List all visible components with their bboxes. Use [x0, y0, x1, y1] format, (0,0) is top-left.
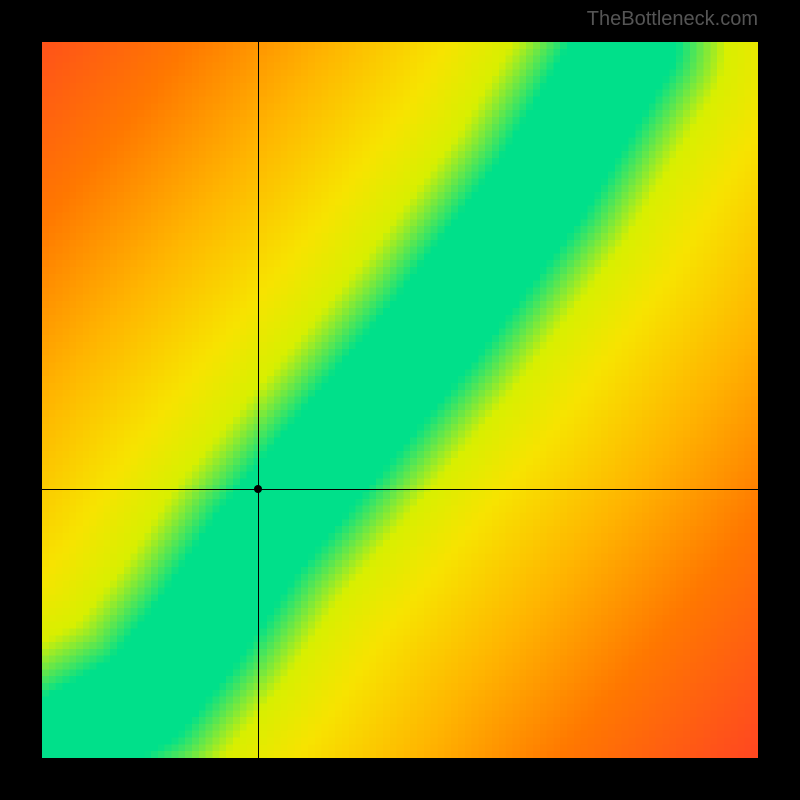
- watermark-text: TheBottleneck.com: [587, 8, 758, 31]
- heatmap-canvas: [42, 42, 758, 758]
- crosshair-horizontal: [42, 489, 758, 490]
- plot-area: [42, 42, 758, 758]
- crosshair-vertical: [258, 42, 259, 758]
- crosshair-dot: [254, 485, 262, 493]
